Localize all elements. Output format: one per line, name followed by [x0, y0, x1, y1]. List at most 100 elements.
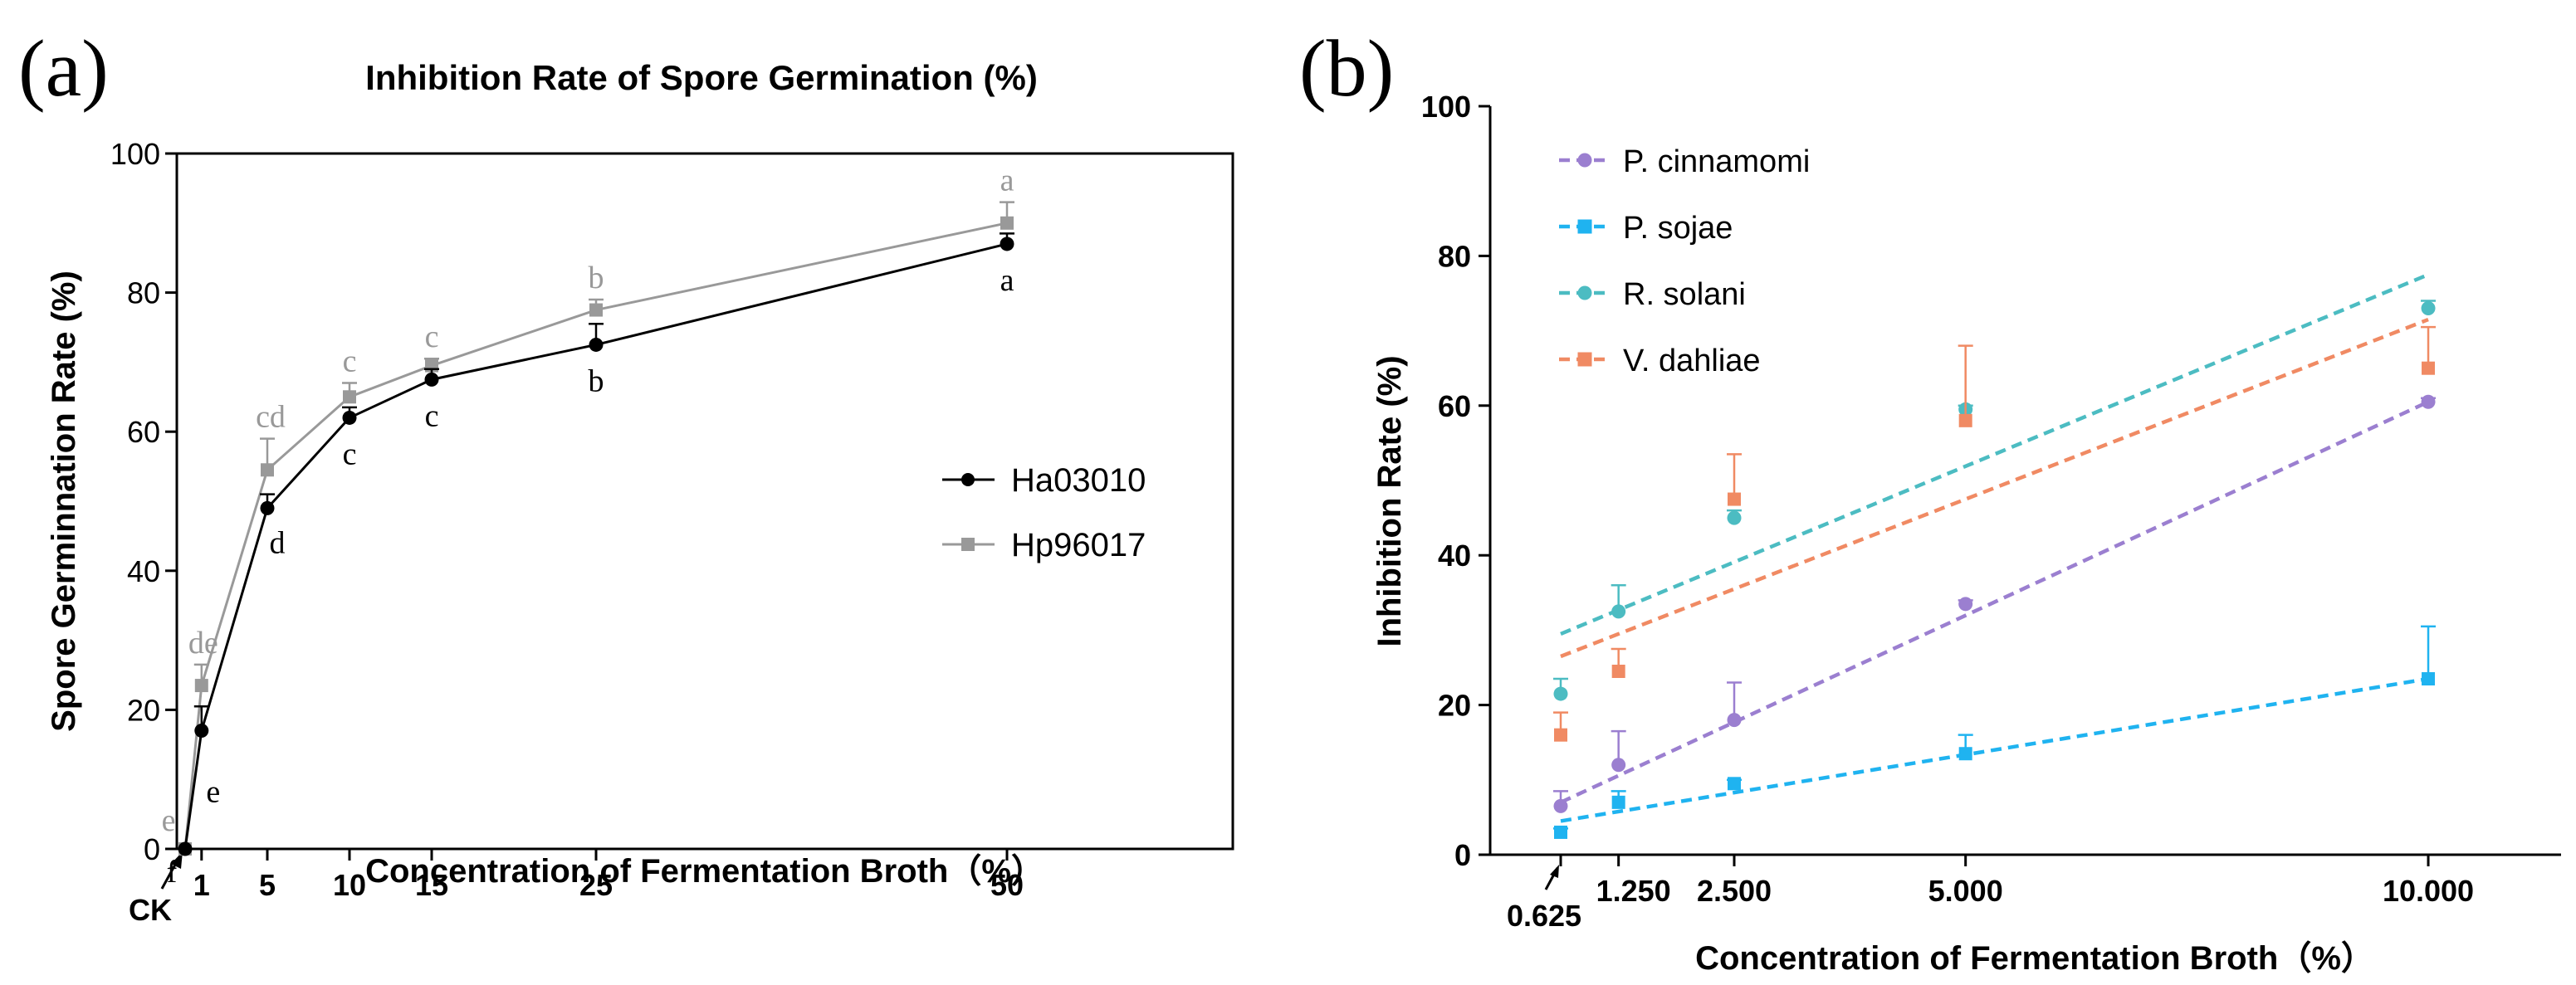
- panel-b-data-point: [2422, 672, 2436, 686]
- panel-b-data-point: [2421, 394, 2436, 409]
- panel-a-x-tick-label: 50: [990, 868, 1024, 902]
- panel-a-significance-letter: b: [589, 261, 604, 295]
- panel-b-error-bar: [2421, 325, 2437, 368]
- panel-a-data-point: [589, 303, 603, 317]
- panel-b-error-bar: [1727, 453, 1743, 500]
- panel-a-legend: Ha03010 Hp96017: [942, 462, 1146, 563]
- panel-a-significance-letter: f: [167, 855, 178, 890]
- panel-b-y-tick-label: 60: [1438, 389, 1471, 423]
- panel-a-plot-frame: [175, 152, 1234, 851]
- panel-b-data-point: [1611, 665, 1625, 679]
- panel-b-data-point: [1958, 413, 1972, 427]
- panel-a-data-point: [589, 337, 604, 352]
- panel-b-legend-marker: [1577, 219, 1592, 234]
- panel-a-significance-letter: c: [425, 398, 439, 433]
- panel-a-significance-letter: a: [1000, 163, 1014, 198]
- panel-b-legend-marker: [1577, 285, 1592, 300]
- panel-a-label: (a): [18, 24, 109, 114]
- panel-a-legend-marker: [961, 538, 975, 551]
- panel-b-y-tick-label: 100: [1421, 90, 1471, 124]
- panel-a-significance-letter: c: [343, 436, 357, 471]
- panel-a-data-point: [1000, 216, 1014, 230]
- panel-a-y-tick-label: 20: [127, 693, 160, 727]
- panel-a-x-tick-label: 10: [333, 868, 366, 902]
- panel-a-ck-label: CK: [129, 893, 172, 927]
- panel-b-data-point: [1611, 758, 1626, 773]
- panel-a-data-point: [424, 372, 439, 387]
- panel-a-significance-letter: de: [188, 626, 218, 661]
- panel-b-x-tick-label: 0.625: [1507, 899, 1581, 933]
- panel-b-error-bar: [2421, 625, 2437, 680]
- panel-a-significance-letter: cd: [256, 400, 286, 435]
- panel-a-legend-item: Hp96017: [942, 527, 1146, 563]
- panel-a-y-tick-label: 0: [144, 832, 160, 866]
- panel-a-legend-label: Hp96017: [1011, 527, 1146, 563]
- panel-b-data-point: [1553, 798, 1568, 813]
- panel-a-x-tick-label: 1: [193, 868, 210, 902]
- panel-b-y-tick-label: 0: [1454, 838, 1471, 872]
- panel-b-legend-label: R. solani: [1623, 277, 1746, 312]
- panel-a-significance-letter: b: [589, 363, 604, 398]
- panel-b-data-point: [1728, 492, 1742, 506]
- panel-a-data-point: [194, 724, 209, 739]
- panel-b-series-0: [1553, 394, 2437, 813]
- panel-b-series-3: [1553, 317, 2437, 742]
- panel-a-significance-letter: c: [343, 344, 357, 379]
- panel-b-legend-item: R. solani: [1559, 277, 1746, 312]
- panel-a-data-point: [194, 679, 208, 693]
- panel-b-y-tick-label: 80: [1438, 239, 1471, 273]
- panel-b-first-tick-arrowhead: [1550, 865, 1559, 878]
- panel-a-title: Inhibition Rate of Spore Germination (%): [365, 58, 1038, 97]
- panel-b-data-point: [1958, 747, 1972, 761]
- panel-b-data-point: [1554, 825, 1567, 839]
- panel-a-y-tick-label: 40: [127, 554, 160, 588]
- panel-a-data-point: [260, 500, 275, 515]
- panel-a-x-tick-label: 5: [259, 868, 276, 902]
- panel-a-x-axis-label: Concentration of Fermentation Broth（%）: [365, 853, 1044, 890]
- panel-a-y-tick-label: 100: [110, 137, 160, 171]
- panel-b-x-tick-label: 1.250: [1596, 874, 1671, 908]
- panel-b-data-point: [1611, 604, 1626, 619]
- panel-a-legend-marker: [961, 473, 975, 486]
- panel-b-data-point: [1728, 777, 1742, 791]
- panel-b-legend-label: P. sojae: [1623, 211, 1733, 246]
- panel-b-legend-item: V. dahliae: [1559, 344, 1761, 378]
- panel-a-significance-letter: e: [162, 803, 176, 838]
- panel-a-y-tick-label: 80: [127, 276, 160, 310]
- panel-b-trend-line: [1560, 272, 2429, 636]
- panel-b-data-point: [2421, 301, 2436, 316]
- panel-a-y-tick-label: 60: [127, 415, 160, 449]
- panel-b-legend-label: P. cinnamomi: [1623, 144, 1810, 179]
- panel-b-y-tick-label: 20: [1438, 689, 1471, 723]
- panel-a-significance-letter: c: [425, 319, 439, 354]
- panel-b-x-axis-label: Concentration of Fermentation Broth（%）: [1695, 940, 2374, 977]
- panel-a-ck-arrowhead: [171, 851, 183, 869]
- panel-a-series-0: f e d c c b a: [167, 232, 1014, 890]
- panel-b-legend-marker: [1577, 153, 1592, 168]
- panel-a-significance-letter: d: [270, 525, 286, 560]
- panel-b-x-tick-label: 2.500: [1697, 874, 1772, 908]
- panel-b-label: (b): [1299, 24, 1394, 114]
- panel-b-y-axis-label: Inhibition Rate (%): [1371, 355, 1408, 646]
- panel-a-series-line: [183, 222, 1008, 850]
- panel-b-data-point: [2422, 361, 2436, 375]
- panel-b-data-point: [1727, 510, 1742, 525]
- panel-b-data-point: [1554, 728, 1567, 742]
- panel-b-series-2: [1553, 272, 2437, 701]
- panel-b-trend-line: [1560, 317, 2429, 659]
- panel-b-trend-line: [1560, 676, 2429, 823]
- panel-b-y-tick-label: 40: [1438, 539, 1471, 573]
- panel-b-chart: (b) Inhibition Rate (%) Concentration of…: [1299, 24, 2561, 977]
- panel-a-legend-label: Ha03010: [1011, 462, 1146, 499]
- panel-b-data-point: [1553, 686, 1568, 701]
- panel-a-x-tick-label: 25: [579, 868, 613, 902]
- panel-b-x-tick-label: 10.000: [2383, 874, 2474, 908]
- panel-a-significance-letter: e: [206, 775, 220, 810]
- panel-a-data-point: [178, 841, 193, 856]
- panel-b-legend-label: V. dahliae: [1623, 344, 1761, 378]
- panel-a-data-point: [343, 390, 356, 404]
- panel-a-data-point: [1000, 236, 1014, 251]
- panel-a-y-axis-label: Spore Germinnation Rate (%): [46, 271, 82, 732]
